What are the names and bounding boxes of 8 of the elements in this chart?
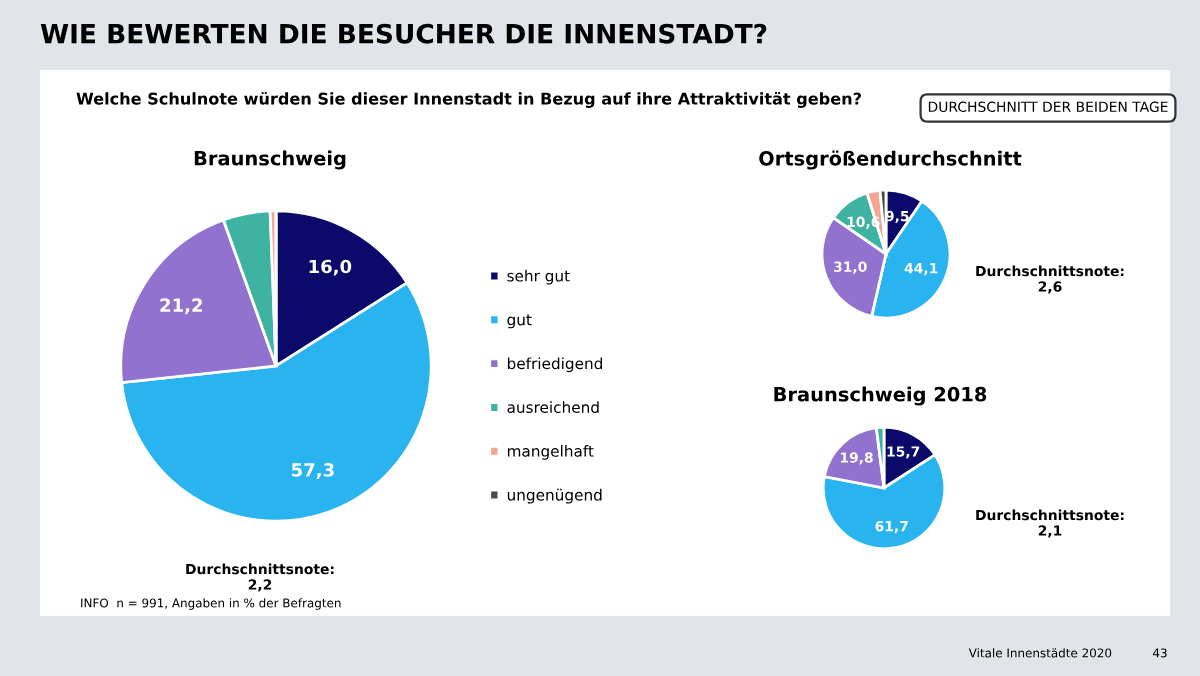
data-label: 21,2 (160, 298, 202, 315)
chart-title: Braunschweig 2018 (774, 386, 987, 406)
text: Welche Schulnote würden Sie dieser Innenstadt in Bezug auf ihre Attraktivität geben? (76, 92, 861, 108)
chart-title: Ortsgrößendurchschnitt (759, 150, 1022, 170)
data-label: 57,3 (291, 463, 334, 480)
data-label: 16,0 (309, 259, 352, 276)
text: WIE BEWERTEN DIE BESUCHER DIE INNENSTADT? (40, 23, 767, 44)
chart-title: Braunschweig (194, 150, 346, 170)
